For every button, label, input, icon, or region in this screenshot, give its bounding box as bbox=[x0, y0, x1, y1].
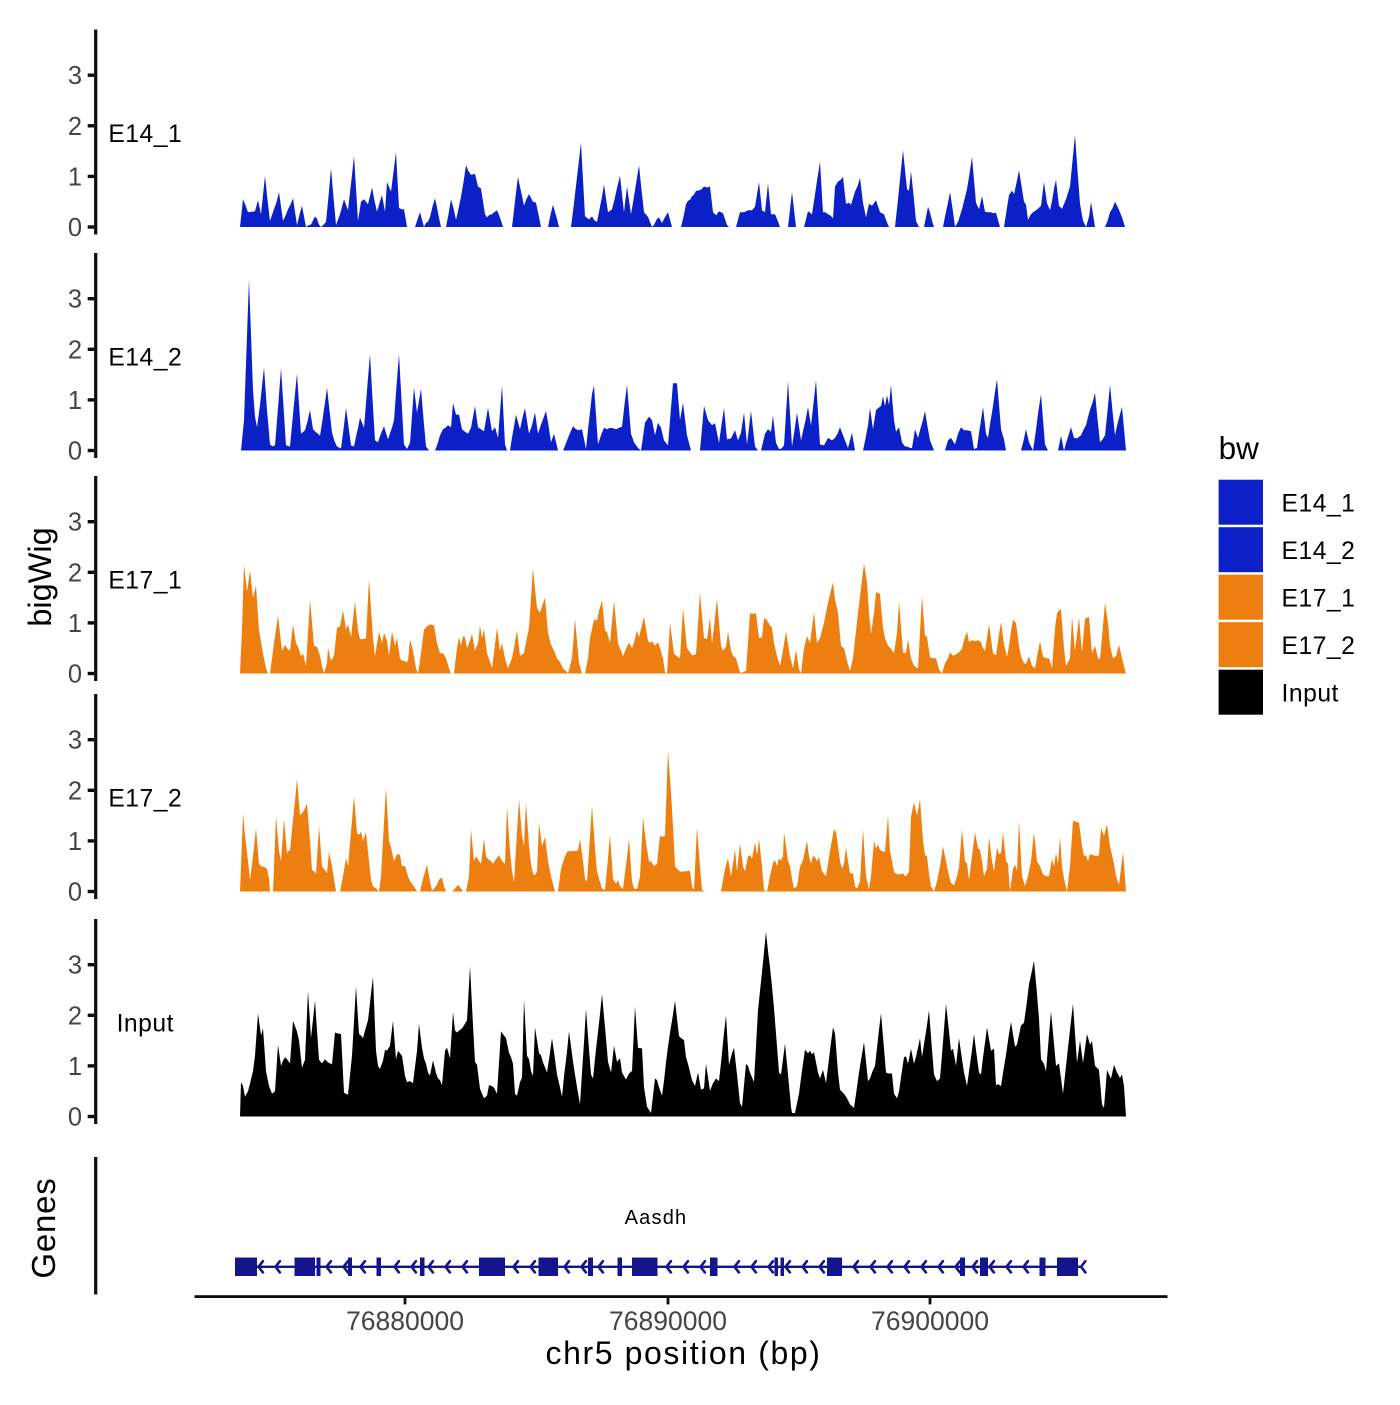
svg-text:0: 0 bbox=[68, 438, 82, 466]
svg-text:E17_1: E17_1 bbox=[108, 568, 182, 595]
svg-text:1: 1 bbox=[68, 610, 82, 638]
svg-text:E17_2: E17_2 bbox=[108, 786, 182, 813]
svg-text:Genes: Genes bbox=[25, 1177, 62, 1278]
svg-text:E14_1: E14_1 bbox=[1282, 491, 1356, 518]
svg-text:2: 2 bbox=[68, 1002, 82, 1030]
svg-text:E14_2: E14_2 bbox=[108, 345, 182, 372]
svg-text:E14_1: E14_1 bbox=[108, 121, 182, 148]
svg-text:1: 1 bbox=[68, 387, 82, 415]
svg-text:0: 0 bbox=[68, 879, 82, 907]
svg-text:3: 3 bbox=[68, 727, 82, 755]
svg-text:76880000: 76880000 bbox=[346, 1306, 464, 1336]
svg-text:E17_2: E17_2 bbox=[1282, 633, 1356, 660]
svg-text:E14_2: E14_2 bbox=[1282, 538, 1356, 565]
svg-text:3: 3 bbox=[68, 952, 82, 980]
svg-text:0: 0 bbox=[68, 214, 82, 242]
svg-text:3: 3 bbox=[68, 286, 82, 314]
svg-text:2: 2 bbox=[68, 559, 82, 587]
svg-text:Aasdh: Aasdh bbox=[625, 1207, 688, 1229]
svg-text:0: 0 bbox=[68, 1104, 82, 1132]
svg-text:2: 2 bbox=[68, 336, 82, 364]
svg-text:Input: Input bbox=[1282, 681, 1339, 708]
svg-text:1: 1 bbox=[68, 163, 82, 191]
svg-text:chr5 position (bp): chr5 position (bp) bbox=[545, 1335, 821, 1371]
svg-text:1: 1 bbox=[68, 828, 82, 856]
svg-text:3: 3 bbox=[68, 509, 82, 537]
svg-text:1: 1 bbox=[68, 1053, 82, 1081]
svg-text:2: 2 bbox=[68, 113, 82, 141]
svg-text:76890000: 76890000 bbox=[609, 1306, 727, 1336]
svg-text:76900000: 76900000 bbox=[871, 1306, 989, 1336]
svg-text:0: 0 bbox=[68, 661, 82, 689]
svg-text:3: 3 bbox=[68, 62, 82, 90]
svg-text:2: 2 bbox=[68, 777, 82, 805]
svg-text:bigWig: bigWig bbox=[22, 527, 58, 626]
svg-text:E17_1: E17_1 bbox=[1282, 586, 1356, 613]
svg-text:bw: bw bbox=[1219, 430, 1260, 466]
svg-text:Input: Input bbox=[117, 1011, 174, 1038]
